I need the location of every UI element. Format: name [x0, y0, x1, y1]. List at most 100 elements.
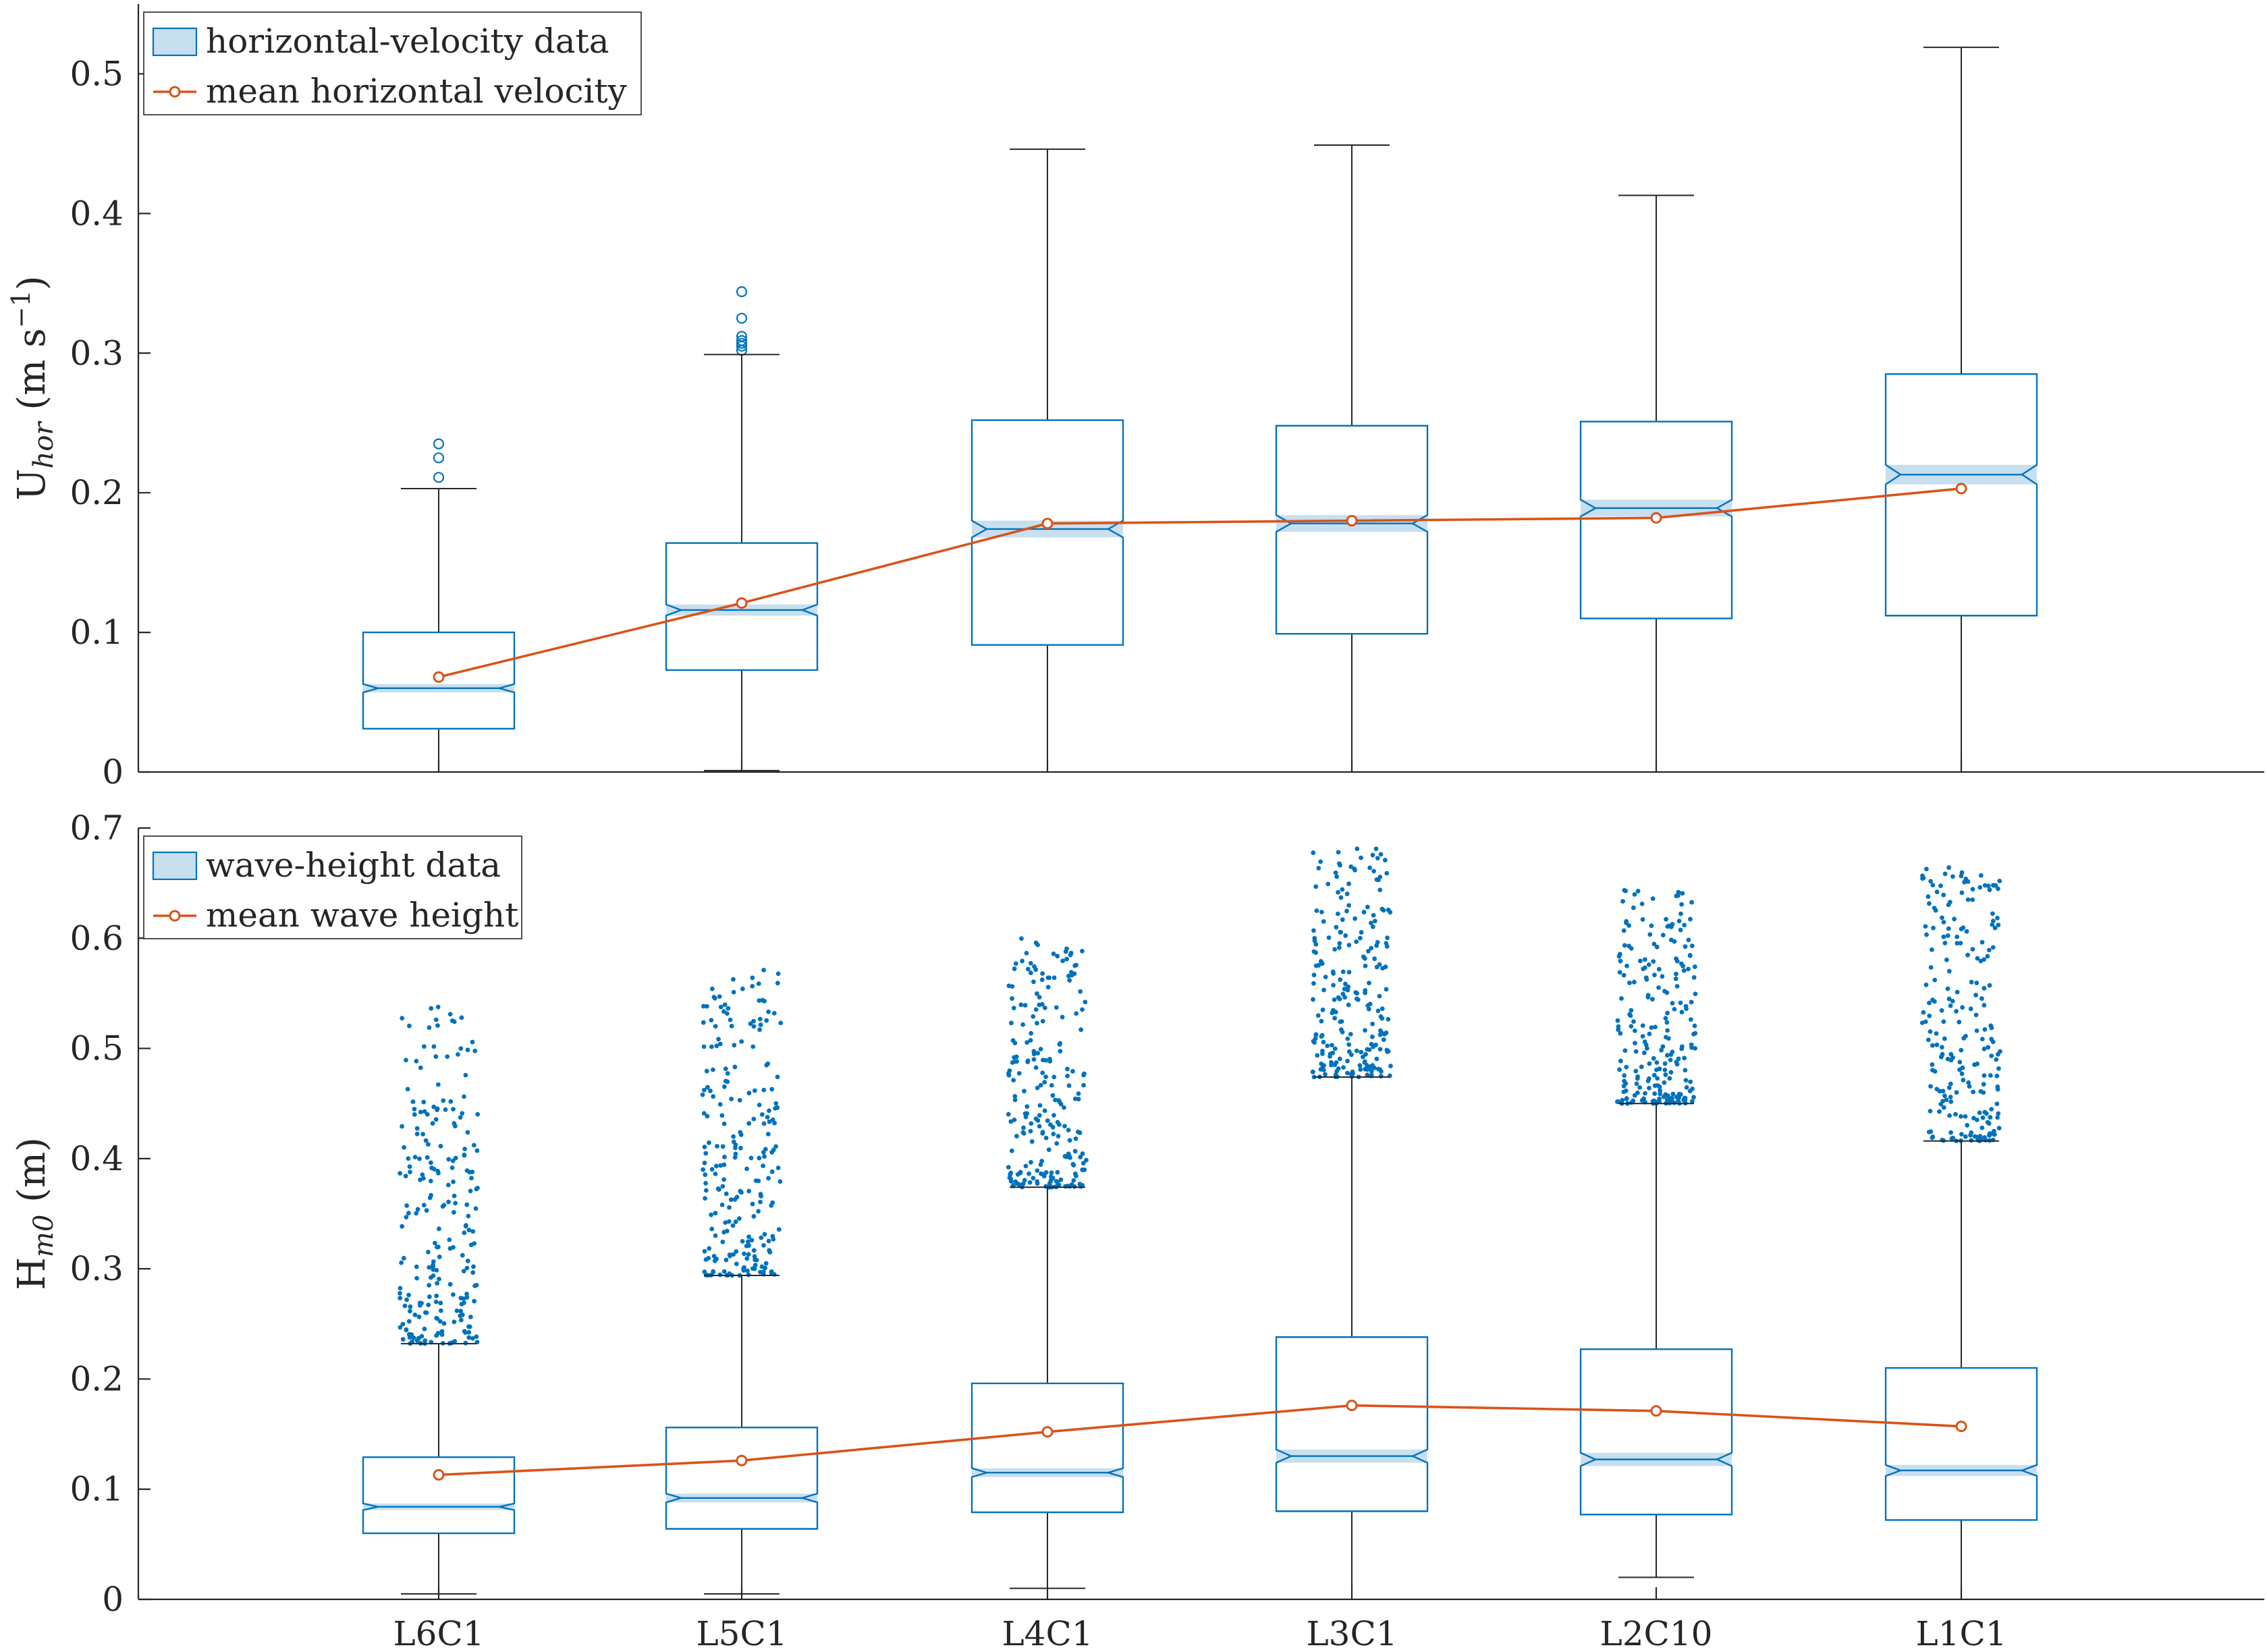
outlier-point	[1340, 991, 1346, 997]
outlier-point	[731, 1134, 736, 1139]
outlier-point	[1660, 974, 1665, 979]
outlier-point	[723, 1191, 729, 1196]
outlier-point	[1982, 1003, 1987, 1008]
outlier-point	[759, 1194, 763, 1199]
outlier-point	[1646, 962, 1651, 967]
outlier-point	[1656, 966, 1662, 972]
outlier-point	[1359, 1049, 1364, 1055]
outlier-point	[473, 1206, 479, 1211]
outlier-point	[1332, 1016, 1337, 1021]
outlier-point	[1932, 1069, 1938, 1074]
outlier-point	[1653, 1024, 1658, 1030]
outlier-point	[458, 1296, 464, 1300]
box-L3C1	[1275, 846, 1429, 1600]
outlier-point	[700, 1092, 705, 1097]
outlier-point	[398, 1296, 403, 1300]
outlier-point	[1986, 947, 1992, 953]
outlier-point	[1640, 917, 1645, 922]
outlier-point	[1631, 905, 1636, 910]
outlier-point	[761, 968, 766, 972]
outlier-point	[1941, 1105, 1946, 1110]
outlier-point	[1669, 1095, 1674, 1101]
outlier-point	[1361, 910, 1367, 914]
outlier-point	[723, 1078, 728, 1084]
outlier-point	[1954, 1090, 1959, 1095]
legend-box-swatch	[152, 27, 198, 57]
outlier-point	[433, 1299, 439, 1304]
outlier-point	[1377, 875, 1383, 879]
outlier-point	[767, 1119, 772, 1124]
outlier-point	[1366, 1006, 1371, 1012]
outlier-point	[1631, 979, 1637, 985]
outlier-point	[1940, 1099, 1946, 1104]
outlier-point	[1374, 877, 1380, 882]
outlier-point	[1060, 958, 1065, 964]
outlier-point	[1375, 939, 1380, 945]
outlier-point	[466, 1335, 472, 1340]
outlier-point	[1325, 1043, 1330, 1049]
outlier-point	[406, 1211, 411, 1216]
outlier-point	[1043, 1074, 1048, 1080]
outlier-point	[1620, 899, 1625, 904]
outlier-point	[711, 1067, 715, 1072]
outlier-point	[1384, 871, 1390, 876]
outlier-point	[1062, 1153, 1068, 1159]
outlier-point	[1045, 1118, 1050, 1124]
outlier-point	[1934, 1086, 1940, 1092]
outlier-point	[1622, 943, 1627, 948]
outlier-point	[703, 1151, 709, 1156]
outlier-point	[412, 1112, 417, 1117]
outlier-point	[1982, 986, 1987, 991]
outlier-point	[1346, 881, 1351, 887]
outlier-point	[435, 1106, 440, 1111]
outlier-point	[1923, 866, 1929, 872]
outlier-point	[705, 1084, 710, 1090]
outlier-point	[422, 1109, 427, 1114]
outlier-point	[1080, 949, 1085, 954]
outlier-point	[1633, 1049, 1639, 1054]
outlier-point	[1346, 943, 1352, 947]
outlier-point	[744, 1166, 749, 1172]
outlier-point	[732, 1155, 738, 1160]
outlier-point	[426, 1302, 431, 1308]
outlier-point	[1662, 989, 1667, 994]
outlier-point	[1371, 912, 1376, 918]
outlier-point	[1054, 1179, 1059, 1184]
outlier-point	[1367, 1001, 1373, 1007]
outlier-point	[1338, 895, 1344, 900]
outlier-point	[1080, 1183, 1085, 1188]
outlier-point	[1080, 1167, 1085, 1172]
outlier-point	[1980, 1115, 1986, 1120]
outlier-point	[1357, 1063, 1363, 1068]
mean-marker	[1041, 518, 1054, 530]
outlier-point	[1367, 981, 1371, 986]
outlier-point	[1948, 1099, 1954, 1104]
outlier-point	[703, 1196, 708, 1201]
outlier-point	[1680, 891, 1685, 896]
outlier-point	[456, 1052, 460, 1057]
outlier-point	[726, 1219, 732, 1224]
outlier-point	[1330, 1043, 1334, 1048]
outlier-point	[1930, 883, 1936, 887]
outlier-point	[757, 1016, 763, 1022]
outlier-point	[1647, 1061, 1652, 1066]
outlier-point	[758, 1022, 763, 1027]
outlier-point	[1342, 987, 1347, 991]
outlier-point	[1022, 1089, 1027, 1094]
outlier-point	[1925, 1037, 1931, 1043]
outlier-point	[1946, 968, 1952, 974]
outlier-point	[759, 1235, 764, 1240]
outlier-point	[1066, 1128, 1071, 1133]
outlier-point	[1624, 1064, 1629, 1070]
outlier-point	[1353, 867, 1357, 873]
outlier-point	[1985, 954, 1990, 959]
outlier-point	[711, 1269, 716, 1274]
outlier-point	[1357, 935, 1363, 941]
outlier-point	[447, 1246, 453, 1251]
outlier-point	[431, 1104, 437, 1109]
outlier-point	[719, 1113, 725, 1118]
outlier-point	[1319, 1062, 1324, 1066]
outlier-point	[1658, 1088, 1663, 1093]
outlier-point	[701, 1167, 706, 1172]
outlier-point	[425, 1111, 430, 1117]
